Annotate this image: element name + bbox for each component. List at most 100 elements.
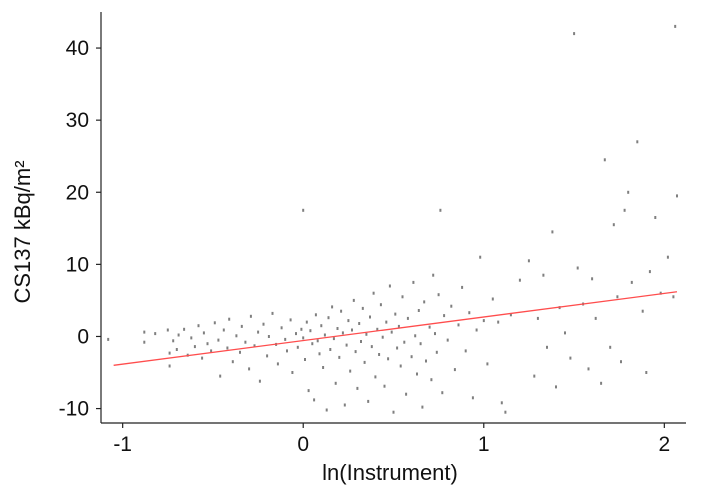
data-point (405, 392, 408, 396)
data-point (258, 379, 261, 383)
data-point (439, 208, 442, 212)
data-point (603, 158, 606, 162)
data-point (361, 306, 364, 310)
data-point (183, 327, 186, 331)
data-point (329, 348, 332, 351)
x-tick-label: 1 (478, 433, 490, 456)
data-point (262, 322, 265, 326)
data-point (379, 303, 382, 307)
data-point (443, 314, 446, 318)
data-point (190, 336, 193, 340)
data-point (257, 330, 260, 334)
data-point (412, 280, 415, 284)
data-point (630, 280, 633, 284)
data-point (352, 298, 355, 302)
data-point (166, 328, 169, 332)
data-point (266, 354, 269, 358)
data-point (555, 385, 557, 389)
data-point (286, 349, 288, 353)
data-point (600, 381, 603, 385)
data-point (226, 346, 229, 350)
data-point (338, 355, 341, 359)
data-point (336, 327, 339, 330)
data-point (659, 291, 662, 295)
data-point (210, 349, 213, 353)
x-tick-label: -1 (113, 433, 132, 456)
data-point (551, 230, 554, 234)
data-point (320, 324, 323, 328)
data-point (475, 328, 478, 332)
data-point (406, 316, 409, 320)
data-point (143, 330, 146, 334)
data-point (107, 337, 110, 341)
data-point (334, 381, 337, 385)
data-point (284, 337, 287, 341)
data-point (311, 342, 314, 346)
data-point (425, 359, 427, 363)
data-point (349, 369, 352, 373)
data-point (536, 316, 539, 320)
data-point (390, 330, 393, 334)
data-point (213, 321, 216, 325)
data-point (616, 295, 619, 299)
data-point (356, 386, 359, 390)
y-tick-label: 10 (66, 253, 89, 276)
data-point (249, 314, 252, 318)
data-point (369, 315, 371, 319)
data-point (435, 350, 438, 354)
x-axis-title: ln(Instrument) (322, 460, 458, 485)
data-point (486, 362, 489, 366)
data-point (421, 405, 424, 409)
data-point (374, 375, 377, 379)
data-point (672, 295, 675, 299)
data-point (471, 396, 474, 400)
data-point (397, 324, 400, 328)
data-point (394, 312, 397, 316)
data-point (296, 345, 299, 349)
data-point (381, 335, 384, 339)
data-point (219, 374, 222, 378)
data-point (354, 350, 357, 354)
data-point (645, 371, 648, 374)
data-point (363, 360, 366, 364)
data-point (323, 333, 326, 337)
data-point (253, 344, 256, 348)
data-point (587, 367, 590, 371)
data-point (399, 364, 402, 368)
data-point (446, 338, 449, 342)
data-point (564, 331, 566, 335)
data-point (388, 284, 391, 288)
data-point (305, 320, 308, 324)
data-point (325, 408, 328, 412)
data-point (175, 348, 178, 351)
data-point (385, 320, 388, 324)
data-point (314, 313, 317, 317)
data-point (482, 319, 485, 323)
data-point (347, 319, 350, 323)
data-point (244, 340, 247, 344)
data-point (143, 340, 146, 344)
data-point (546, 345, 548, 349)
data-point (343, 403, 346, 407)
data-point (327, 316, 330, 320)
data-point (309, 329, 312, 333)
data-point (500, 401, 503, 405)
data-point (367, 399, 370, 403)
data-point (383, 384, 386, 388)
data-point (239, 350, 241, 354)
data-point (280, 326, 283, 330)
data-point (430, 378, 433, 382)
data-point (569, 356, 572, 360)
data-point (235, 334, 238, 338)
data-point (240, 324, 243, 328)
data-point (168, 351, 171, 355)
data-point (441, 391, 444, 395)
data-point (271, 311, 274, 315)
data-point (340, 309, 343, 313)
data-point (676, 194, 678, 198)
data-point (206, 342, 209, 346)
data-point (434, 332, 436, 336)
data-point (316, 339, 319, 343)
data-point (527, 259, 530, 263)
data-point (276, 362, 279, 366)
